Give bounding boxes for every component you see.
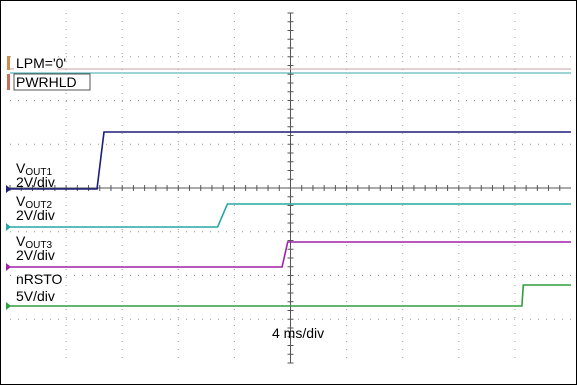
trigger-marker-lpm xyxy=(7,56,10,70)
label-vout3: VOUT3 xyxy=(16,233,52,251)
grid xyxy=(9,12,571,364)
trace-4 xyxy=(10,241,571,268)
label-vout3-scale: 2V/div xyxy=(16,247,55,263)
traces xyxy=(6,56,571,310)
x-axis-scale: 4 ms/div xyxy=(272,325,324,341)
label-vout1-scale: 2V/div xyxy=(16,174,55,190)
trace-3 xyxy=(10,203,571,228)
lpm-label-bg xyxy=(14,56,57,71)
ground-marker-4 xyxy=(6,263,11,271)
ground-marker-3 xyxy=(6,223,11,231)
label-nrsto: nRSTO xyxy=(16,271,63,287)
trace-5 xyxy=(10,284,571,307)
ground-marker-5 xyxy=(6,302,11,310)
label-pwrhld: PWRHLD xyxy=(16,74,77,90)
trace-2 xyxy=(10,131,571,190)
label-lpm: LPM='0' xyxy=(16,55,66,71)
trigger-marker-pwrhld xyxy=(7,74,10,90)
label-nrsto-scale: 5V/div xyxy=(16,288,55,304)
label-vout2-scale: 2V/div xyxy=(16,207,55,223)
label-vout1: VOUT1 xyxy=(16,160,52,178)
pwrhld-label-box xyxy=(13,73,91,91)
ground-marker-2 xyxy=(6,185,11,193)
label-vout2: VOUT2 xyxy=(16,193,52,211)
